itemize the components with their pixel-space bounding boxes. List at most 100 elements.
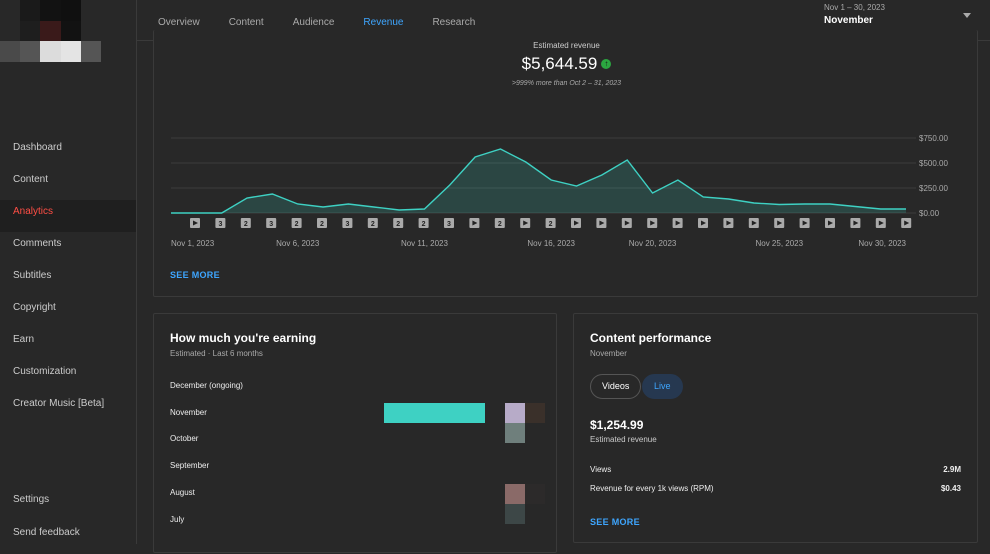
data-point[interactable] (727, 197, 731, 201)
video-upload-marker[interactable] (723, 218, 734, 228)
svg-text:3: 3 (447, 221, 451, 228)
tab-overview[interactable]: Overview (158, 17, 200, 28)
sidebar-item-earn[interactable]: Earn (13, 334, 35, 345)
grouped-upload-marker[interactable]: 2 (367, 218, 378, 228)
see-more-revenue-link[interactable]: SEE MORE (170, 270, 220, 280)
earnings-bar[interactable] (384, 403, 486, 423)
month-label: September (170, 461, 210, 470)
video-upload-marker[interactable] (596, 218, 607, 228)
video-upload-marker[interactable] (901, 218, 912, 228)
y-tick-label: $0.00 (919, 209, 940, 218)
data-point[interactable] (321, 205, 325, 209)
sidebar-item-customization[interactable]: Customization (13, 366, 77, 377)
video-upload-marker[interactable] (520, 218, 531, 228)
data-point[interactable] (752, 201, 756, 205)
grouped-upload-marker[interactable]: 2 (240, 218, 251, 228)
grouped-upload-marker[interactable]: 2 (494, 218, 505, 228)
revenue-chart[interactable]: $750.00 $500.00 $250.00 $0.00 3 2 3 2 2 3 2 2 2 3 2 2 No… (154, 30, 979, 260)
data-point[interactable] (575, 184, 579, 188)
data-point[interactable] (701, 195, 705, 199)
sidebar-item-comments[interactable]: Comments (13, 238, 62, 249)
sidebar-item-settings[interactable]: Settings (13, 494, 50, 505)
data-point[interactable] (346, 202, 350, 206)
see-more-performance-link[interactable]: SEE MORE (590, 517, 640, 527)
data-point[interactable] (625, 158, 629, 162)
video-upload-marker[interactable] (825, 218, 835, 228)
earnings-title: How much you're earning (170, 331, 317, 345)
data-point[interactable] (828, 202, 832, 206)
thumbnail-block (505, 484, 525, 504)
data-point[interactable] (498, 147, 502, 151)
data-point[interactable] (879, 207, 883, 211)
video-upload-marker[interactable] (875, 218, 886, 228)
data-point[interactable] (473, 155, 477, 159)
data-point[interactable] (549, 178, 553, 182)
thumbnail-block (505, 504, 525, 524)
data-point[interactable] (270, 192, 274, 196)
video-upload-marker[interactable] (774, 218, 785, 228)
video-upload-marker[interactable] (190, 218, 200, 228)
tab-research[interactable]: Research (432, 17, 476, 28)
sidebar-item-dashboard[interactable]: Dashboard (13, 142, 62, 153)
svg-text:2: 2 (396, 221, 400, 228)
channel-avatar[interactable] (0, 0, 101, 82)
sidebar-item-subtitles[interactable]: Subtitles (13, 270, 52, 281)
sidebar: Dashboard Content Analytics Comments Sub… (0, 0, 137, 544)
data-point[interactable] (853, 205, 857, 209)
sidebar-item-creator-music[interactable]: Creator Music [Beta] (13, 398, 105, 409)
performance-subtitle: November (590, 349, 627, 358)
chip-live[interactable]: Live (642, 374, 683, 399)
video-upload-marker[interactable] (799, 218, 810, 228)
sidebar-item-content[interactable]: Content (13, 174, 49, 185)
data-point[interactable] (777, 203, 781, 207)
sidebar-item-copyright[interactable]: Copyright (13, 302, 56, 313)
data-point[interactable] (422, 207, 426, 211)
rpm-label: Revenue for every 1k views (RPM) (590, 484, 714, 493)
video-upload-marker[interactable] (850, 218, 861, 228)
grouped-upload-marker[interactable]: 2 (393, 218, 404, 228)
data-point[interactable] (372, 205, 376, 209)
video-upload-marker[interactable] (469, 218, 480, 228)
grouped-upload-marker[interactable]: 3 (215, 218, 226, 228)
data-point[interactable] (397, 208, 401, 212)
sidebar-item-analytics[interactable]: Analytics (0, 200, 136, 232)
video-upload-marker[interactable] (748, 218, 759, 228)
grouped-upload-marker[interactable]: 2 (291, 218, 302, 228)
video-upload-marker[interactable] (672, 218, 683, 228)
x-tick-label: Nov 6, 2023 (276, 239, 320, 248)
svg-text:2: 2 (320, 221, 324, 228)
grouped-upload-marker[interactable]: 2 (545, 218, 556, 228)
grouped-upload-marker[interactable]: 3 (342, 218, 353, 228)
data-point[interactable] (194, 211, 198, 215)
data-point[interactable] (296, 202, 300, 206)
data-point[interactable] (169, 211, 173, 215)
data-point[interactable] (245, 196, 249, 200)
data-point[interactable] (524, 160, 528, 164)
video-upload-marker[interactable] (571, 218, 581, 228)
data-point[interactable] (600, 173, 604, 177)
video-upload-marker[interactable] (698, 218, 708, 228)
data-point[interactable] (651, 191, 655, 195)
grouped-upload-marker[interactable]: 3 (266, 218, 277, 228)
data-point[interactable] (803, 202, 807, 206)
tab-content[interactable]: Content (228, 17, 264, 28)
data-point[interactable] (904, 207, 908, 211)
estimated-revenue-label: Estimated revenue (533, 41, 600, 50)
tab-audience[interactable]: Audience (292, 17, 335, 28)
thumbnail-block (525, 403, 545, 423)
caret-down-icon[interactable] (963, 13, 971, 18)
sidebar-item-send-feedback[interactable]: Send feedback (13, 527, 80, 538)
grouped-upload-marker[interactable]: 3 (444, 218, 454, 228)
grouped-upload-marker[interactable]: 2 (418, 218, 429, 228)
sidebar-bottom-nav: Settings Send feedback (0, 488, 136, 554)
x-tick-label: Nov 11, 2023 (401, 239, 449, 248)
data-point[interactable] (448, 183, 452, 187)
video-upload-marker[interactable] (621, 218, 632, 228)
data-point[interactable] (220, 211, 224, 215)
revenue-line (171, 148, 906, 214)
date-range-picker[interactable]: Nov 1 – 30, 2023 November (824, 3, 885, 26)
data-point[interactable] (676, 178, 680, 182)
grouped-upload-marker[interactable]: 2 (317, 218, 327, 228)
video-upload-marker[interactable] (647, 218, 658, 228)
chip-videos[interactable]: Videos (590, 374, 642, 399)
